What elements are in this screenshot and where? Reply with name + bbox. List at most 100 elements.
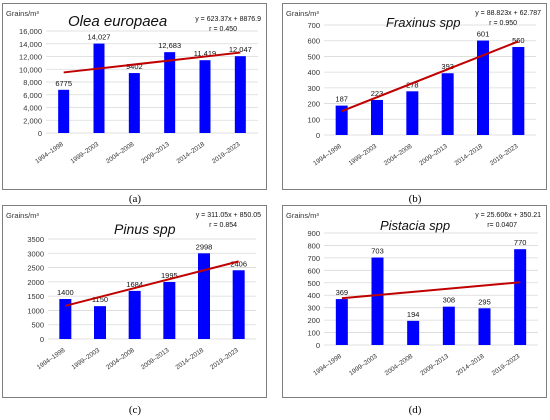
data-label: 295 bbox=[478, 297, 491, 306]
y-tick-label: 0 bbox=[40, 335, 44, 344]
data-label: 1400 bbox=[57, 288, 74, 297]
data-label: 703 bbox=[371, 247, 384, 256]
y-tick-label: 700 bbox=[307, 21, 320, 30]
y-tick-label: 200 bbox=[307, 316, 320, 325]
y-tick-label: 14,000 bbox=[19, 40, 42, 49]
bar bbox=[335, 105, 348, 135]
y-tick-label: 0 bbox=[316, 131, 320, 140]
trendline bbox=[341, 281, 521, 300]
bar bbox=[371, 257, 384, 345]
bar bbox=[198, 253, 210, 339]
bar bbox=[163, 282, 176, 339]
data-label: 12,683 bbox=[158, 41, 181, 50]
y-tick-label: 8,000 bbox=[23, 78, 42, 87]
trend-r-value: r= 0.0407 bbox=[487, 222, 517, 229]
y-axis-label: Grains/m³ bbox=[286, 9, 319, 18]
bar bbox=[164, 52, 176, 133]
data-label: 308 bbox=[443, 296, 456, 305]
chart-panel-d: 0 100 200 300 400 500 600 700 800 900 369 1994–1998… bbox=[282, 205, 547, 398]
data-label: 12,047 bbox=[229, 45, 252, 54]
y-tick-label: 0 bbox=[316, 341, 320, 350]
data-label: 393 bbox=[441, 62, 454, 71]
y-tick-label: 3000 bbox=[27, 249, 44, 258]
y-tick-label: 400 bbox=[307, 68, 320, 77]
data-label: 6775 bbox=[55, 79, 72, 88]
data-label: 223 bbox=[371, 89, 384, 98]
y-tick-label: 10,000 bbox=[19, 65, 42, 74]
y-tick-label: 2,000 bbox=[23, 116, 42, 125]
data-label: 770 bbox=[514, 238, 527, 247]
y-tick-label: 700 bbox=[307, 254, 320, 263]
y-tick-label: 3500 bbox=[27, 235, 44, 244]
bar bbox=[58, 89, 70, 133]
bar bbox=[335, 299, 348, 345]
y-tick-label: 500 bbox=[307, 52, 320, 61]
chart-fraxinus: 01002003004005006007001871994–1998223199… bbox=[282, 3, 547, 190]
y-tick-label: 16,000 bbox=[19, 27, 42, 36]
trendline bbox=[63, 51, 241, 74]
chart-panel-a: 0 2,000 4,000 6,000 8,000 10,000 12,000 14,000 1… bbox=[2, 3, 267, 190]
y-tick-label: 200 bbox=[307, 100, 320, 109]
chart-pinus: 050010001500200025003000350014001994–199… bbox=[2, 205, 267, 398]
bar bbox=[232, 270, 245, 339]
bar bbox=[59, 299, 72, 339]
trend-r-value: r = 0.950 bbox=[489, 20, 517, 27]
y-axis-label: Grains/m³ bbox=[286, 211, 319, 220]
trendline bbox=[65, 260, 239, 307]
trend-equation: y = 88.823x + 62.787 bbox=[475, 10, 541, 17]
data-label: 601 bbox=[477, 30, 490, 39]
bar bbox=[199, 60, 211, 134]
y-tick-label: 900 bbox=[307, 229, 320, 238]
data-label: 1684 bbox=[126, 280, 143, 289]
bar bbox=[407, 320, 420, 345]
data-label: 2406 bbox=[230, 259, 247, 268]
data-label: 194 bbox=[407, 310, 420, 319]
caption-b: (b) bbox=[408, 193, 422, 205]
bar bbox=[442, 306, 455, 345]
chart-panel-c: 0 500 1000 1500 2000 2500 3000 3500 1400 1994–199… bbox=[2, 205, 267, 398]
y-axis-label: Grains/m³ bbox=[6, 211, 39, 220]
trend-r-value: r = 0.854 bbox=[209, 222, 237, 229]
y-tick-label: 0 bbox=[38, 129, 42, 138]
chart-frame bbox=[282, 205, 547, 398]
bar bbox=[128, 290, 141, 339]
y-tick-label: 300 bbox=[307, 304, 320, 313]
bar bbox=[234, 56, 246, 133]
y-tick-label: 800 bbox=[307, 241, 320, 250]
y-axis-label: Grains/m³ bbox=[6, 9, 39, 18]
y-tick-label: 2500 bbox=[27, 264, 44, 273]
y-tick-label: 12,000 bbox=[19, 53, 42, 62]
data-label: 9402 bbox=[126, 62, 143, 71]
y-tick-label: 6,000 bbox=[23, 91, 42, 100]
data-label: 11,419 bbox=[194, 49, 216, 58]
y-tick-label: 500 bbox=[307, 279, 320, 288]
bar bbox=[406, 91, 419, 135]
bar bbox=[512, 47, 525, 135]
y-tick-label: 2000 bbox=[27, 278, 44, 287]
data-label: 369 bbox=[336, 288, 349, 297]
trendline bbox=[341, 40, 519, 113]
bar bbox=[478, 308, 491, 345]
y-tick-label: 1000 bbox=[27, 306, 44, 315]
data-label: 14,027 bbox=[88, 33, 111, 42]
bar bbox=[371, 99, 383, 135]
y-tick-label: 100 bbox=[307, 329, 320, 338]
bar bbox=[514, 249, 527, 345]
chart-title: Olea europaea bbox=[68, 13, 167, 30]
bar bbox=[94, 306, 106, 339]
chart-title: Pinus spp bbox=[114, 221, 176, 237]
data-label: 560 bbox=[512, 36, 525, 45]
y-tick-label: 500 bbox=[31, 321, 44, 330]
y-tick-label: 400 bbox=[307, 291, 320, 300]
chart-panel-b: 0 100 200 300 400 500 600 700 187 1994–1998 223 199… bbox=[282, 3, 547, 190]
chart-title: Pistacia spp bbox=[380, 218, 450, 233]
chart-title: Fraxinus spp bbox=[386, 15, 460, 30]
bar bbox=[441, 73, 454, 135]
y-tick-label: 300 bbox=[307, 84, 320, 93]
caption-d: (d) bbox=[408, 404, 422, 416]
y-tick-label: 1500 bbox=[27, 292, 44, 301]
trend-r-value: r = 0.450 bbox=[209, 26, 237, 33]
data-label: 1150 bbox=[92, 295, 108, 304]
data-label: 278 bbox=[406, 80, 419, 89]
y-tick-label: 4,000 bbox=[23, 104, 42, 113]
